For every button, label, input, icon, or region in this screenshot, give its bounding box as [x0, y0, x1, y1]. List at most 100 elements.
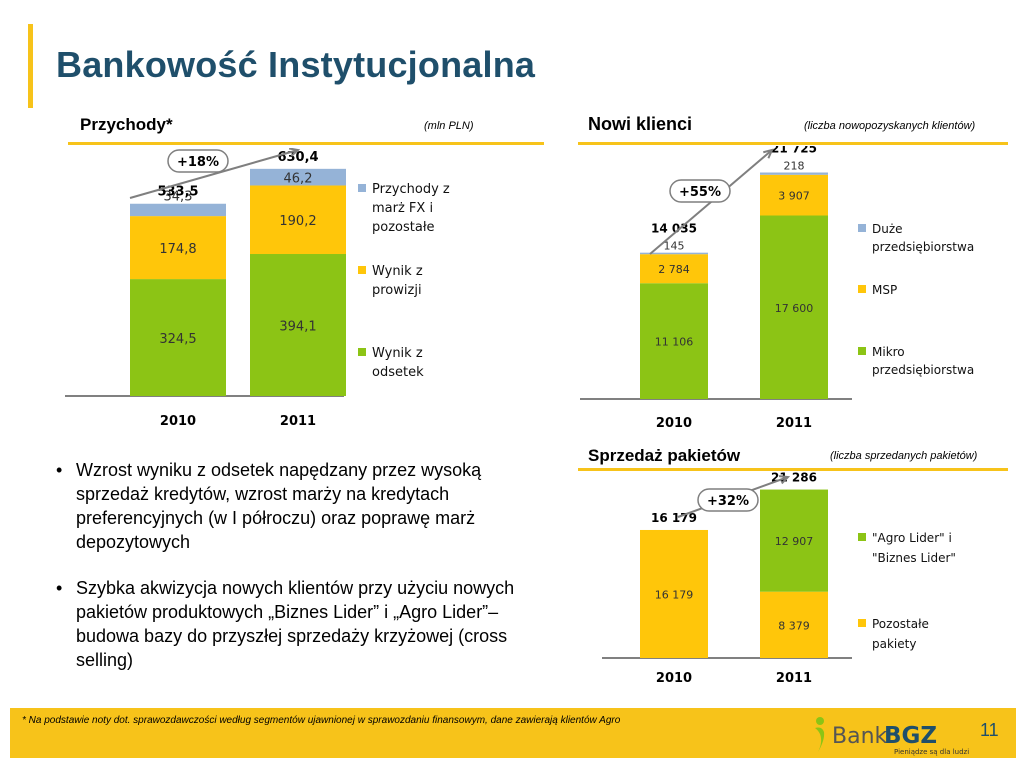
legend-swatch — [858, 347, 866, 355]
footnote: * Na podstawie noty dot. sprawozdawczośc… — [22, 715, 621, 726]
przychody-title: Przychody* — [80, 115, 173, 134]
bar-segment — [760, 172, 828, 175]
klienci-title: Nowi klienci — [588, 114, 693, 134]
legend-label: marż FX i — [372, 201, 433, 216]
logo-brand: BGZ — [884, 723, 937, 749]
pakiety-divider — [578, 468, 1008, 471]
total-label: 533,5 — [157, 185, 198, 200]
legend-swatch — [858, 285, 866, 293]
data-label: 174,8 — [159, 242, 196, 257]
data-label: 218 — [784, 160, 805, 173]
data-label: 190,2 — [279, 214, 316, 229]
przychody-divider — [68, 142, 544, 145]
klienci-unit-note: (liczba nowopozyskanych klientów) — [804, 120, 976, 132]
legend-label: Mikro — [872, 345, 905, 359]
data-label: 46,2 — [284, 172, 313, 187]
category-label: 2010 — [656, 671, 692, 686]
category-label: 2011 — [280, 414, 316, 429]
data-label: 34,3 — [164, 190, 193, 205]
growth-arrow — [129, 149, 299, 199]
bar-segment — [640, 252, 708, 255]
logo-tagline: Pieniądze są dla ludzi — [894, 748, 969, 756]
legend-swatch — [358, 266, 366, 274]
data-label: 3 907 — [778, 190, 810, 203]
growth-label: +18% — [177, 155, 219, 170]
growth-badge — [669, 179, 731, 203]
legend-swatch — [358, 184, 366, 192]
bar-segment — [130, 279, 226, 396]
growth-badge — [167, 149, 229, 173]
bar-segment — [760, 174, 828, 216]
pakiety-title: Sprzedaż pakietów — [588, 446, 741, 465]
przychody-unit-note: (mln PLN) — [424, 120, 474, 132]
category-label: 2011 — [776, 416, 812, 431]
bullet-list: Wzrost wyniku z odsetek napędzany przez … — [54, 458, 534, 694]
legend-label: pakiety — [872, 637, 916, 651]
legend-label: "Agro Lider" i — [872, 531, 952, 545]
bar-segment — [760, 489, 828, 592]
bar-segment — [130, 216, 226, 280]
category-label: 2010 — [656, 416, 692, 431]
category-label: 2011 — [776, 671, 812, 686]
bar-segment — [250, 168, 346, 186]
bar-segment — [130, 203, 226, 217]
title-accent-bar — [28, 24, 33, 108]
growth-arrow-head — [763, 148, 774, 159]
data-label: 16 179 — [655, 588, 694, 601]
legend-label: Przychody z — [372, 182, 450, 197]
growth-label: +55% — [679, 185, 721, 200]
pakiety-unit-note: (liczba sprzedanych pakietów) — [830, 450, 978, 462]
data-label: 394,1 — [279, 320, 316, 335]
bank-logo: Bank BGZ Pieniądze są dla ludzi — [815, 717, 969, 756]
bar-segment — [640, 254, 708, 284]
bar-segment — [250, 254, 346, 396]
klienci-divider — [578, 142, 1008, 145]
legend-swatch — [858, 224, 866, 232]
legend-label: Duże — [872, 222, 903, 236]
bar-segment — [250, 185, 346, 255]
growth-arrow-head — [288, 148, 301, 157]
bar-segment — [640, 283, 708, 399]
legend-label: prowizji — [372, 283, 422, 298]
logo-figure-icon — [816, 717, 824, 725]
legend-label: Pozostałe — [872, 617, 929, 631]
data-label: 324,5 — [159, 332, 196, 347]
legend-label: Wynik z — [372, 264, 423, 279]
klienci-chart: 11 106 2 784 145 14 035 2010 17 600 3 907 218 21… — [580, 146, 974, 431]
page-title: Bankowość Instytucjonalna — [56, 44, 536, 85]
data-label: 11 106 — [655, 336, 694, 349]
data-label: 145 — [664, 240, 685, 253]
data-label: 8 379 — [778, 619, 810, 632]
bullet-item: Szybka akwizycja nowych klientów przy uż… — [54, 576, 534, 672]
bar-segment — [640, 529, 708, 658]
growth-arrow-head — [778, 475, 791, 485]
total-label: 14 035 — [651, 222, 697, 236]
data-label: 17 600 — [775, 302, 814, 315]
data-label: 2 784 — [658, 263, 690, 276]
legend-label: przedsiębiorstwa — [872, 240, 974, 254]
bullet-item: Wzrost wyniku z odsetek napędzany przez … — [54, 458, 534, 554]
legend-label: "Biznes Lider" — [872, 551, 956, 565]
category-label: 2010 — [160, 414, 196, 429]
legend-swatch — [358, 348, 366, 356]
total-label: 21 286 — [771, 472, 817, 485]
legend-swatch — [858, 619, 866, 627]
legend-label: odsetek — [372, 365, 424, 380]
bar-segment — [760, 591, 828, 658]
logo-name: Bank — [832, 724, 888, 749]
total-label: 630,4 — [277, 150, 318, 165]
growth-label: +32% — [707, 494, 749, 509]
bar-segment — [760, 215, 828, 399]
legend-label: przedsiębiorstwa — [872, 363, 974, 377]
legend-label: Wynik z — [372, 346, 423, 361]
footer-bar — [10, 708, 1016, 758]
legend-label: MSP — [872, 283, 897, 297]
legend-swatch — [858, 533, 866, 541]
legend-label: pozostałe — [372, 220, 435, 235]
data-label: 12 907 — [775, 535, 814, 548]
total-label: 21 725 — [771, 146, 817, 156]
growth-badge — [697, 488, 759, 512]
page-number: 11 — [980, 720, 999, 740]
